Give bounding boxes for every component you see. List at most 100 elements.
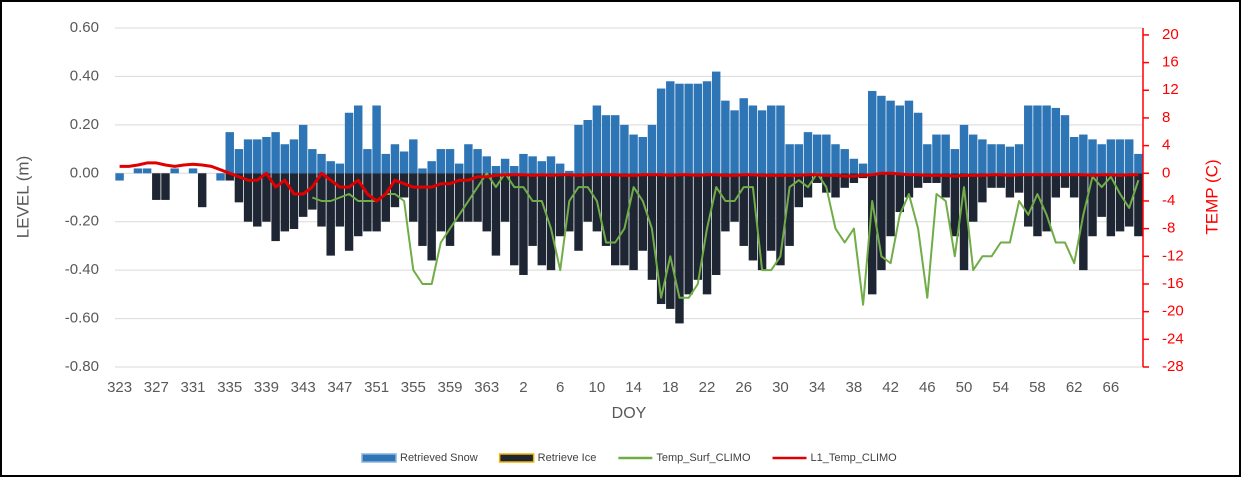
x-tick-label: 335 <box>217 379 242 396</box>
bar <box>537 161 547 174</box>
bar <box>794 144 804 174</box>
x-tick-label: 38 <box>846 379 863 396</box>
legend-swatch <box>498 453 535 463</box>
bar <box>317 153 326 174</box>
bar <box>840 173 849 188</box>
bar <box>1060 173 1070 188</box>
bar <box>812 134 822 174</box>
bar <box>354 173 363 237</box>
bar <box>1042 173 1051 232</box>
bar <box>464 144 473 174</box>
x-tick-label: 30 <box>772 379 789 396</box>
bar <box>253 173 262 227</box>
bar <box>1024 105 1033 174</box>
bar <box>1069 136 1079 174</box>
bar <box>1088 139 1097 174</box>
bar <box>941 173 950 198</box>
bar <box>776 105 785 174</box>
y2-tick-label: 12 <box>1162 81 1179 98</box>
bar <box>638 173 647 251</box>
bar <box>831 173 840 198</box>
bar <box>904 100 914 174</box>
bar <box>913 112 923 174</box>
bar <box>519 153 528 174</box>
bar <box>491 166 501 174</box>
bar <box>464 173 473 222</box>
bar <box>748 173 758 261</box>
bar <box>620 173 629 266</box>
bar <box>482 173 491 232</box>
bar <box>858 163 868 174</box>
bar <box>363 149 372 174</box>
bar <box>785 144 794 174</box>
y2-tick-label: -16 <box>1162 275 1184 292</box>
bar <box>427 161 436 174</box>
x-tick-label: 34 <box>809 379 826 396</box>
bar <box>721 173 730 232</box>
bar <box>381 173 390 222</box>
bar <box>271 132 280 174</box>
y2-tick-label: -20 <box>1162 303 1184 320</box>
bar <box>418 173 427 246</box>
bar <box>656 88 666 174</box>
x-tick-label: 50 <box>956 379 973 396</box>
bar <box>1069 173 1079 198</box>
x-tick-label: 2 <box>519 379 527 396</box>
bar <box>546 173 556 271</box>
bar <box>629 173 638 271</box>
bar <box>298 124 308 174</box>
bar <box>500 158 510 174</box>
bar <box>225 132 234 174</box>
bar <box>1115 139 1125 174</box>
bar <box>730 173 739 222</box>
bar <box>1024 173 1033 227</box>
bar <box>280 144 290 174</box>
bar <box>950 149 960 174</box>
x-tick-label: 347 <box>327 379 352 396</box>
bar <box>941 134 950 174</box>
bar <box>629 134 638 174</box>
bar <box>693 83 703 174</box>
bar <box>473 149 482 174</box>
bar <box>454 173 464 222</box>
bar <box>555 173 565 237</box>
bar <box>950 173 960 237</box>
bar <box>968 134 978 174</box>
bar <box>142 168 152 174</box>
x-tick-label: 343 <box>291 379 316 396</box>
y2-tick-label: -4 <box>1162 192 1175 209</box>
bar <box>978 173 987 203</box>
bar <box>666 173 675 309</box>
bar <box>620 124 629 174</box>
y2-tick-label: -12 <box>1162 247 1184 264</box>
bar <box>739 173 748 246</box>
bar <box>1097 144 1106 174</box>
bar <box>583 173 592 222</box>
x-tick-label: 327 <box>144 379 169 396</box>
bar <box>959 124 969 174</box>
bar <box>372 105 381 174</box>
bar <box>868 173 877 295</box>
bar <box>445 149 455 174</box>
bar <box>987 173 996 188</box>
bar <box>225 173 234 181</box>
bar <box>693 173 703 280</box>
x-tick-label: 355 <box>401 379 426 396</box>
bar <box>482 156 491 174</box>
bar <box>1033 105 1042 174</box>
bar <box>886 100 895 174</box>
x-tick-label: 359 <box>438 379 463 396</box>
y2-tick-label: -8 <box>1162 220 1175 237</box>
bar <box>574 173 583 251</box>
bar <box>895 173 904 213</box>
bar <box>418 168 427 174</box>
bar <box>868 90 877 174</box>
bar <box>877 95 886 174</box>
bar <box>840 149 849 174</box>
bar <box>1079 134 1088 174</box>
bar <box>1014 173 1024 193</box>
bar <box>399 173 409 198</box>
bar <box>895 105 904 174</box>
bar <box>748 105 758 174</box>
bar <box>1106 139 1116 174</box>
